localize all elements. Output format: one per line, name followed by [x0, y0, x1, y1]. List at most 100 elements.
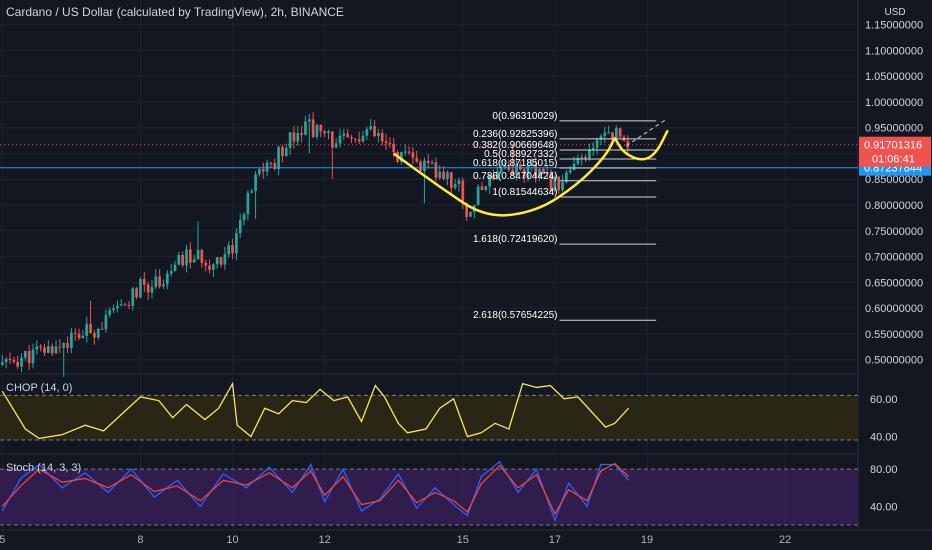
- candle[interactable]: [350, 134, 353, 144]
- candle[interactable]: [261, 162, 265, 179]
- candle[interactable]: [595, 137, 599, 155]
- candle[interactable]: [169, 263, 173, 277]
- candle[interactable]: [93, 330, 96, 345]
- candle[interactable]: [0, 355, 4, 366]
- handle-curve[interactable]: [613, 129, 669, 161]
- candle[interactable]: [519, 161, 522, 171]
- candle[interactable]: [70, 327, 73, 354]
- candle[interactable]: [127, 300, 131, 310]
- candle[interactable]: [411, 147, 415, 165]
- candle[interactable]: [181, 251, 185, 268]
- candle[interactable]: [357, 131, 361, 145]
- candle[interactable]: [373, 119, 376, 138]
- candle[interactable]: [277, 145, 280, 176]
- candle[interactable]: [530, 157, 534, 172]
- candle[interactable]: [542, 168, 545, 174]
- candle[interactable]: [580, 153, 584, 166]
- candle[interactable]: [522, 167, 526, 183]
- candle[interactable]: [235, 228, 238, 261]
- candle[interactable]: [511, 144, 515, 176]
- candle[interactable]: [561, 174, 564, 193]
- candle[interactable]: [495, 166, 499, 180]
- candle[interactable]: [284, 143, 288, 157]
- candle[interactable]: [250, 188, 254, 194]
- candle[interactable]: [588, 143, 591, 161]
- candle[interactable]: [219, 256, 223, 268]
- candle[interactable]: [618, 127, 622, 139]
- candle[interactable]: [238, 213, 242, 238]
- candle[interactable]: [346, 129, 350, 138]
- candle[interactable]: [135, 286, 138, 300]
- candle[interactable]: [231, 238, 234, 259]
- candle[interactable]: [538, 168, 541, 182]
- candle[interactable]: [599, 133, 603, 145]
- candle[interactable]: [354, 138, 357, 144]
- candle[interactable]: [8, 352, 12, 365]
- candle[interactable]: [50, 343, 54, 357]
- candle[interactable]: [188, 242, 192, 269]
- candle[interactable]: [123, 302, 127, 306]
- candle[interactable]: [384, 133, 388, 150]
- candle[interactable]: [576, 154, 580, 166]
- candle[interactable]: [423, 157, 426, 204]
- candle[interactable]: [196, 221, 200, 260]
- candle[interactable]: [415, 150, 419, 163]
- candle[interactable]: [192, 254, 196, 263]
- candle[interactable]: [553, 174, 557, 193]
- candle[interactable]: [158, 269, 161, 289]
- candle[interactable]: [43, 343, 46, 357]
- candle[interactable]: [365, 126, 369, 140]
- candle[interactable]: [311, 112, 315, 139]
- candle[interactable]: [104, 309, 108, 333]
- candle[interactable]: [557, 176, 561, 194]
- candle[interactable]: [212, 263, 215, 278]
- candle[interactable]: [304, 115, 307, 136]
- candle[interactable]: [89, 300, 92, 334]
- candle[interactable]: [208, 259, 211, 274]
- candle[interactable]: [131, 286, 135, 311]
- candle[interactable]: [407, 146, 411, 155]
- candle[interactable]: [85, 316, 89, 343]
- candle[interactable]: [484, 185, 488, 192]
- candle[interactable]: [434, 157, 438, 182]
- candle[interactable]: [446, 170, 449, 186]
- candle[interactable]: [442, 165, 445, 181]
- candle[interactable]: [162, 279, 165, 290]
- candle[interactable]: [534, 156, 538, 183]
- candle[interactable]: [31, 343, 35, 369]
- candle[interactable]: [330, 131, 334, 179]
- candle[interactable]: [334, 138, 338, 149]
- candle[interactable]: [591, 141, 595, 157]
- candle[interactable]: [35, 340, 39, 355]
- candle[interactable]: [281, 144, 284, 163]
- price-pane[interactable]: 0(0.96310029) 0.236(0.92825396)0.382(0.90…: [0, 111, 858, 377]
- candle[interactable]: [204, 259, 208, 272]
- candle[interactable]: [292, 126, 296, 149]
- candle[interactable]: [584, 154, 587, 163]
- candle[interactable]: [319, 124, 323, 138]
- candle[interactable]: [476, 184, 480, 206]
- candle[interactable]: [449, 172, 453, 196]
- candle[interactable]: [369, 118, 373, 131]
- candle[interactable]: [269, 161, 273, 168]
- candle[interactable]: [119, 299, 123, 307]
- candle[interactable]: [108, 307, 112, 318]
- candle[interactable]: [73, 328, 77, 341]
- candle[interactable]: [377, 129, 380, 143]
- candle[interactable]: [223, 247, 227, 270]
- candle[interactable]: [77, 328, 81, 341]
- candle[interactable]: [611, 131, 614, 142]
- candle[interactable]: [58, 339, 62, 353]
- candle[interactable]: [480, 182, 484, 191]
- candle[interactable]: [288, 132, 292, 155]
- candle[interactable]: [607, 125, 610, 134]
- candle[interactable]: [388, 137, 392, 148]
- candle[interactable]: [565, 170, 568, 184]
- candle[interactable]: [215, 256, 219, 269]
- candle[interactable]: [173, 260, 177, 272]
- projection-line[interactable]: [625, 119, 666, 147]
- candle[interactable]: [361, 130, 365, 143]
- candle[interactable]: [603, 126, 607, 144]
- candle[interactable]: [16, 355, 19, 370]
- candle[interactable]: [154, 268, 158, 290]
